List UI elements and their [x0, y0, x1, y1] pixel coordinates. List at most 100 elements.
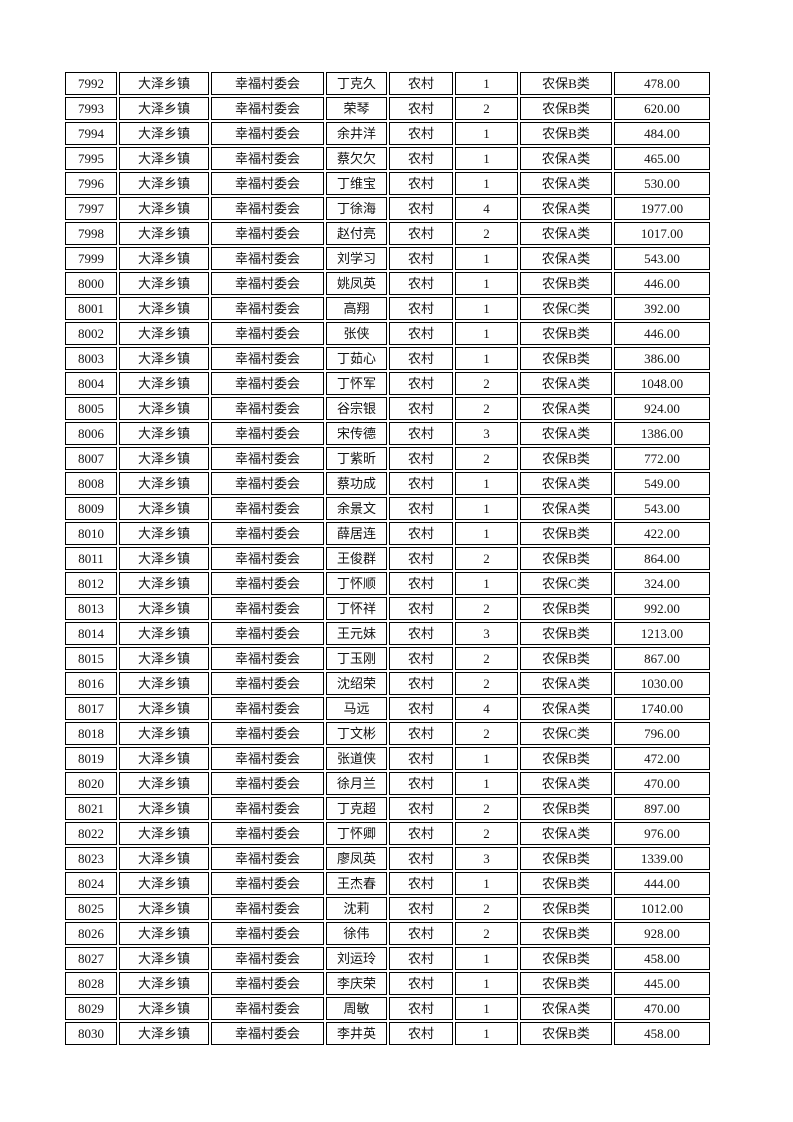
record-id: 8008	[65, 472, 117, 495]
person-name: 丁怀祥	[326, 597, 387, 620]
town-name: 大泽乡镇	[119, 522, 209, 545]
village-committee: 幸福村委会	[211, 572, 324, 595]
insurance-category: 农保B类	[520, 647, 612, 670]
village-committee: 幸福村委会	[211, 822, 324, 845]
town-name: 大泽乡镇	[119, 622, 209, 645]
town-name: 大泽乡镇	[119, 797, 209, 820]
record-id: 8014	[65, 622, 117, 645]
town-name: 大泽乡镇	[119, 1022, 209, 1045]
record-id: 7993	[65, 97, 117, 120]
record-id: 7997	[65, 197, 117, 220]
person-name: 高翔	[326, 297, 387, 320]
town-name: 大泽乡镇	[119, 322, 209, 345]
amount: 897.00	[614, 797, 710, 820]
village-committee: 幸福村委会	[211, 597, 324, 620]
town-name: 大泽乡镇	[119, 847, 209, 870]
amount: 992.00	[614, 597, 710, 620]
person-name: 丁克久	[326, 72, 387, 95]
amount: 924.00	[614, 397, 710, 420]
town-name: 大泽乡镇	[119, 97, 209, 120]
insurance-category: 农保A类	[520, 822, 612, 845]
village-committee: 幸福村委会	[211, 722, 324, 745]
insurance-category: 农保B类	[520, 122, 612, 145]
insurance-category: 农保C类	[520, 297, 612, 320]
table-row: 7999 大泽乡镇 幸福村委会 刘学习 农村 1 农保A类 543.00	[65, 247, 710, 270]
town-name: 大泽乡镇	[119, 347, 209, 370]
town-name: 大泽乡镇	[119, 197, 209, 220]
insurance-category: 农保B类	[520, 72, 612, 95]
record-id: 8003	[65, 347, 117, 370]
amount: 458.00	[614, 947, 710, 970]
insurance-category: 农保B类	[520, 547, 612, 570]
town-name: 大泽乡镇	[119, 772, 209, 795]
record-id: 8012	[65, 572, 117, 595]
town-name: 大泽乡镇	[119, 547, 209, 570]
amount: 444.00	[614, 872, 710, 895]
insurance-category: 农保A类	[520, 372, 612, 395]
person-name: 丁茹心	[326, 347, 387, 370]
record-id: 8013	[65, 597, 117, 620]
person-count: 2	[455, 447, 518, 470]
person-name: 丁怀卿	[326, 822, 387, 845]
table-row: 7996 大泽乡镇 幸福村委会 丁维宝 农村 1 农保A类 530.00	[65, 172, 710, 195]
record-id: 8019	[65, 747, 117, 770]
village-committee: 幸福村委会	[211, 922, 324, 945]
person-name: 丁怀顺	[326, 572, 387, 595]
village-committee: 幸福村委会	[211, 497, 324, 520]
amount: 484.00	[614, 122, 710, 145]
record-id: 8028	[65, 972, 117, 995]
person-name: 王元妹	[326, 622, 387, 645]
table-row: 8014 大泽乡镇 幸福村委会 王元妹 农村 3 农保B类 1213.00	[65, 622, 710, 645]
residence-type: 农村	[389, 822, 453, 845]
record-id: 8006	[65, 422, 117, 445]
residence-type: 农村	[389, 597, 453, 620]
residence-type: 农村	[389, 447, 453, 470]
town-name: 大泽乡镇	[119, 72, 209, 95]
record-id: 8015	[65, 647, 117, 670]
person-count: 2	[455, 597, 518, 620]
residence-type: 农村	[389, 97, 453, 120]
person-name: 薛居连	[326, 522, 387, 545]
person-count: 2	[455, 922, 518, 945]
residence-type: 农村	[389, 222, 453, 245]
table-row: 8005 大泽乡镇 幸福村委会 谷宗银 农村 2 农保A类 924.00	[65, 397, 710, 420]
person-count: 2	[455, 547, 518, 570]
insurance-category: 农保B类	[520, 347, 612, 370]
amount: 1977.00	[614, 197, 710, 220]
town-name: 大泽乡镇	[119, 647, 209, 670]
person-count: 4	[455, 197, 518, 220]
record-id: 8005	[65, 397, 117, 420]
residence-type: 农村	[389, 897, 453, 920]
person-count: 1	[455, 122, 518, 145]
town-name: 大泽乡镇	[119, 447, 209, 470]
person-count: 1	[455, 272, 518, 295]
person-name: 丁玉刚	[326, 647, 387, 670]
residence-type: 农村	[389, 172, 453, 195]
village-committee: 幸福村委会	[211, 972, 324, 995]
insurance-category: 农保A类	[520, 672, 612, 695]
village-committee: 幸福村委会	[211, 522, 324, 545]
town-name: 大泽乡镇	[119, 572, 209, 595]
table-row: 8002 大泽乡镇 幸福村委会 张侠 农村 1 农保B类 446.00	[65, 322, 710, 345]
village-committee: 幸福村委会	[211, 197, 324, 220]
person-count: 1	[455, 347, 518, 370]
person-count: 1	[455, 972, 518, 995]
insurance-category: 农保A类	[520, 247, 612, 270]
record-id: 7995	[65, 147, 117, 170]
village-committee: 幸福村委会	[211, 247, 324, 270]
table-row: 8008 大泽乡镇 幸福村委会 蔡功成 农村 1 农保A类 549.00	[65, 472, 710, 495]
residence-type: 农村	[389, 397, 453, 420]
person-name: 荣琴	[326, 97, 387, 120]
person-count: 3	[455, 422, 518, 445]
record-id: 8011	[65, 547, 117, 570]
residence-type: 农村	[389, 697, 453, 720]
residence-type: 农村	[389, 497, 453, 520]
village-committee: 幸福村委会	[211, 397, 324, 420]
village-committee: 幸福村委会	[211, 272, 324, 295]
insurance-category: 农保B类	[520, 922, 612, 945]
record-id: 8000	[65, 272, 117, 295]
insurance-category: 农保A类	[520, 222, 612, 245]
record-id: 8010	[65, 522, 117, 545]
amount: 470.00	[614, 997, 710, 1020]
